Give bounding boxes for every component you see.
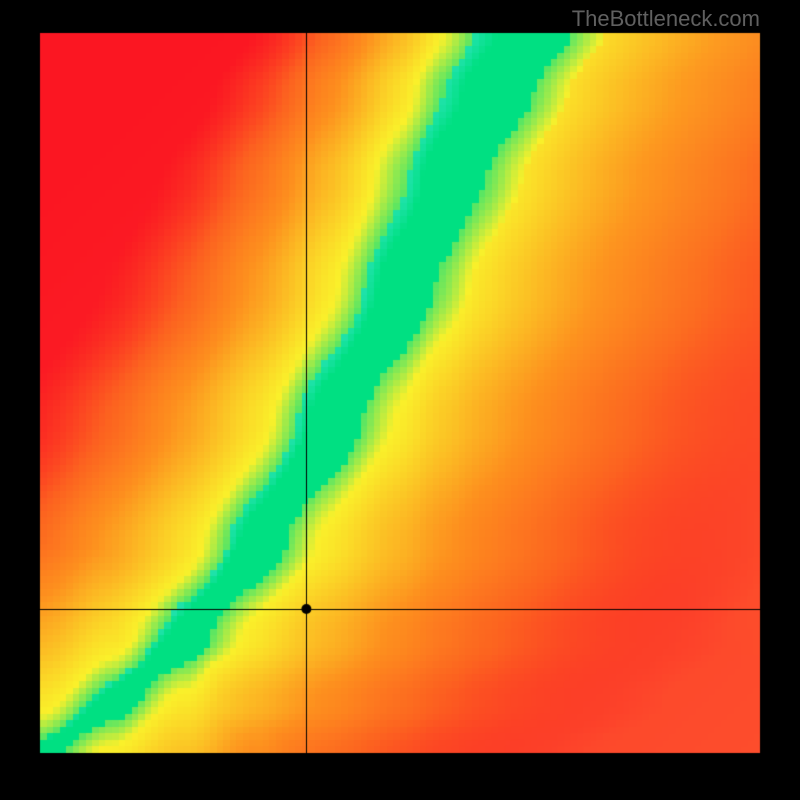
chart-container: TheBottleneck.com <box>0 0 800 800</box>
heatmap-canvas <box>0 0 800 800</box>
watermark-text: TheBottleneck.com <box>572 6 760 32</box>
